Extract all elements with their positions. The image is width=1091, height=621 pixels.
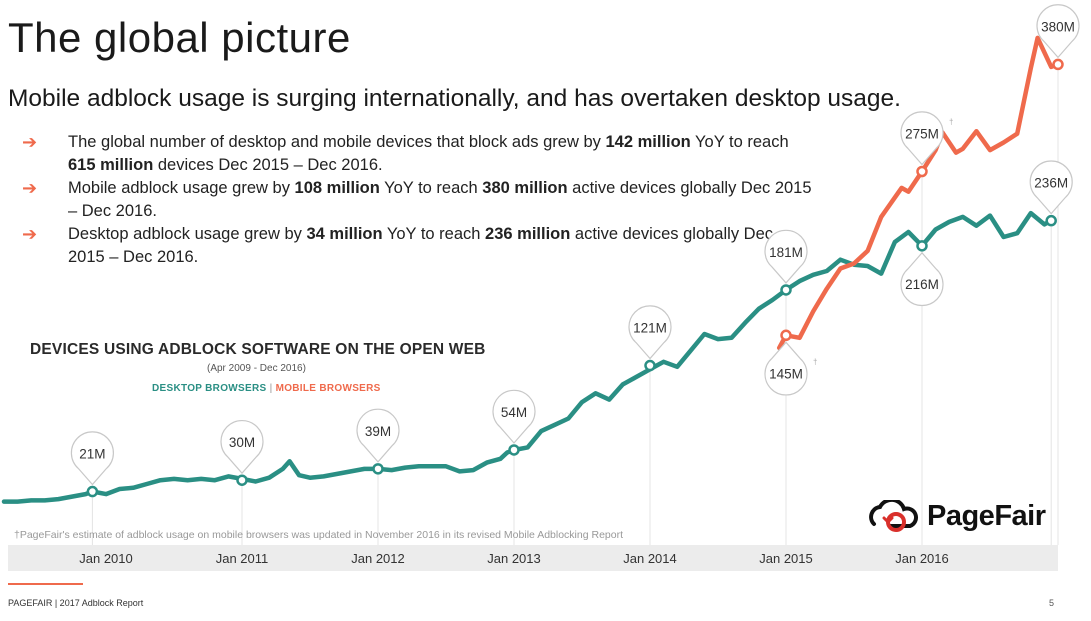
series-line-desktop — [1, 210, 1054, 504]
callout-pin — [628, 305, 672, 360]
data-point-marker — [508, 444, 520, 456]
callout-label: 121M — [633, 321, 667, 336]
x-tick-label: Jan 2010 — [79, 551, 133, 566]
data-point-marker — [86, 485, 99, 498]
callout-label: 145M — [769, 366, 803, 381]
pagefair-logo-text: PageFair — [927, 500, 1046, 532]
dagger-mark: † — [949, 118, 953, 127]
page-number: 5 — [1049, 598, 1055, 608]
callout-label: 275M — [905, 127, 939, 142]
x-tick-label: Jan 2012 — [351, 551, 405, 566]
callout-label: 39M — [365, 424, 391, 439]
arrow-icon: ➔ — [22, 224, 38, 244]
callout-pin — [220, 420, 264, 475]
series-line-mobile — [776, 35, 1061, 351]
callout-label: 21M — [79, 447, 105, 462]
arrow-icon: ➔ — [22, 132, 38, 152]
x-tick-label: Jan 2013 — [487, 551, 541, 566]
data-point-marker — [1052, 58, 1064, 71]
callout-pin — [764, 341, 808, 396]
callout-label: 54M — [501, 405, 527, 420]
chart-legend: DESKTOP BROWSERS | MOBILE BROWSERS — [152, 383, 381, 394]
callout-pin — [764, 229, 808, 284]
legend-mobile: MOBILE BROWSERS — [275, 383, 381, 394]
data-point-marker — [780, 329, 792, 342]
data-point-marker — [644, 359, 656, 372]
callout-label: 380M — [1041, 19, 1075, 34]
callout-label: 30M — [229, 435, 255, 450]
callout-pin — [900, 111, 944, 166]
finding-total: ➔ The global number of desktop and mobil… — [22, 132, 789, 174]
page-title: The global picture — [8, 14, 351, 61]
chart-footnote: †PageFair's estimate of adblock usage on… — [14, 529, 623, 541]
x-tick-label: Jan 2014 — [623, 551, 677, 566]
x-tick-label: Jan 2015 — [759, 551, 813, 566]
callout-pin — [492, 389, 536, 444]
data-point-marker — [916, 165, 928, 178]
callout-pin — [356, 408, 400, 463]
key-findings-list: ➔ The global number of desktop and mobil… — [22, 131, 812, 269]
dagger-mark: † — [813, 357, 817, 366]
x-axis-band — [8, 545, 1058, 571]
chart-date-range: (Apr 2009 - Dec 2016) — [207, 363, 306, 374]
pagefair-logo-icon — [869, 500, 918, 532]
finding-desktop: ➔ Desktop adblock usage grew by 34 milli… — [22, 224, 773, 266]
callout-pin — [1029, 160, 1073, 215]
legend-desktop: DESKTOP BROWSERS — [152, 383, 267, 394]
x-tick-label: Jan 2016 — [895, 551, 949, 566]
data-point-marker — [372, 463, 384, 475]
callout-pin — [70, 431, 114, 486]
callout-label: 236M — [1034, 176, 1068, 191]
footer-accent-line — [8, 583, 83, 585]
data-point-marker — [780, 284, 792, 296]
chart-heading: DEVICES USING ADBLOCK SOFTWARE ON THE OP… — [30, 341, 486, 358]
arrow-icon: ➔ — [22, 178, 38, 198]
callout-pin — [900, 251, 944, 307]
x-tick-label: Jan 2011 — [216, 551, 269, 566]
page-subtitle: Mobile adblock usage is surging internat… — [8, 85, 901, 112]
data-point-marker — [236, 474, 248, 486]
callout-label: 181M — [769, 245, 803, 260]
data-point-marker — [916, 240, 928, 252]
data-point-marker — [1045, 214, 1057, 227]
callout-pin — [1036, 4, 1080, 59]
footer-text: PAGEFAIR | 2017 Adblock Report — [8, 598, 144, 608]
legend-separator: | — [269, 383, 273, 394]
callout-label: 216M — [905, 277, 939, 292]
finding-mobile: ➔ Mobile adblock usage grew by 108 milli… — [22, 178, 812, 220]
